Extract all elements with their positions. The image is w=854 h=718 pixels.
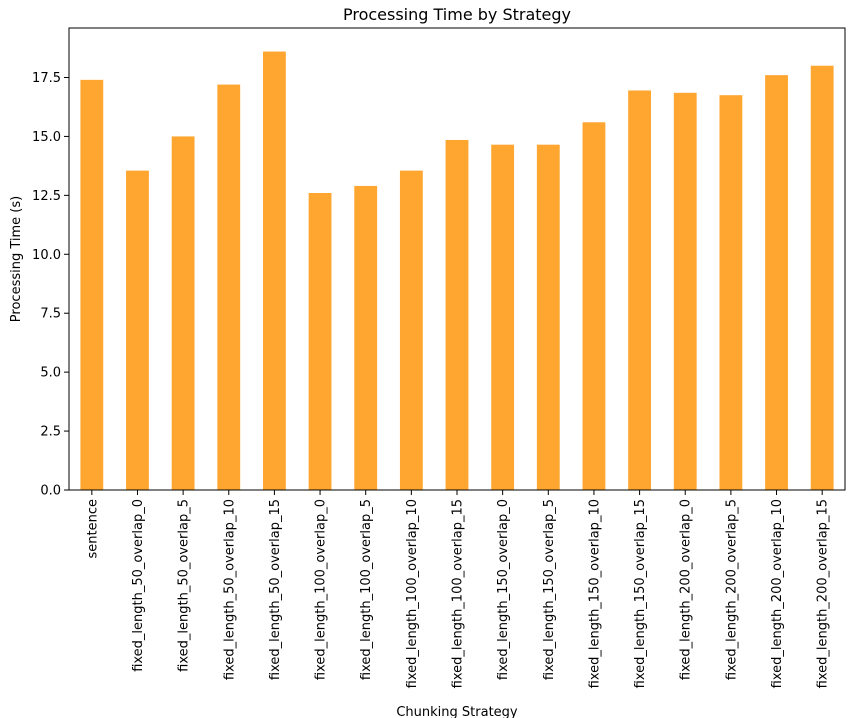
x-tick-label: fixed_length_200_overlap_0 <box>679 499 694 680</box>
chart-title: Processing Time by Strategy <box>343 5 571 24</box>
x-tick-label: fixed_length_100_overlap_5 <box>359 499 374 680</box>
bar-fixed_length_150_overlap_10 <box>582 122 606 491</box>
bar-fixed_length_50_overlap_15 <box>263 51 286 490</box>
bar-fixed_length_200_overlap_15 <box>810 65 834 490</box>
bar-fixed_length_100_overlap_5 <box>354 185 378 490</box>
x-tick-label: fixed_length_150_overlap_0 <box>496 499 511 680</box>
bar-fixed_length_150_overlap_15 <box>628 90 651 490</box>
x-tick-label: fixed_length_50_overlap_5 <box>177 499 192 672</box>
bar-sentence <box>80 79 104 490</box>
y-axis-label: Processing Time (s) <box>9 196 24 322</box>
y-tick-label: 17.5 <box>32 71 61 86</box>
x-tick-label: fixed_length_150_overlap_15 <box>633 499 648 688</box>
y-tick-label: 12.5 <box>32 189 61 204</box>
bar-fixed_length_150_overlap_5 <box>536 144 560 490</box>
y-tick-label: 10.0 <box>32 248 61 263</box>
x-tick-label: fixed_length_50_overlap_0 <box>131 499 146 672</box>
x-tick-label: fixed_length_150_overlap_5 <box>542 499 557 680</box>
bar-fixed_length_50_overlap_5 <box>171 136 195 490</box>
y-tick-label: 2.5 <box>40 425 61 440</box>
x-tick-label: fixed_length_50_overlap_15 <box>268 499 283 680</box>
bar-fixed_length_100_overlap_15 <box>445 139 469 490</box>
bar-fixed_length_50_overlap_10 <box>217 84 241 491</box>
x-tick-label: fixed_length_100_overlap_10 <box>405 499 420 688</box>
bar-fixed_length_200_overlap_10 <box>765 75 788 491</box>
x-tick-label: fixed_length_100_overlap_0 <box>314 499 329 680</box>
x-tick-label: sentence <box>85 499 100 559</box>
bars-group <box>80 51 834 491</box>
y-tick-label: 15.0 <box>32 130 61 145</box>
x-tick-label: fixed_length_50_overlap_10 <box>222 499 237 680</box>
bar-fixed_length_200_overlap_0 <box>673 92 697 491</box>
x-ticks-group: sentence fixed_length_50_overlap_0 fixed_l… <box>85 490 831 688</box>
bar-fixed_length_50_overlap_0 <box>126 170 149 490</box>
bar-fixed_length_200_overlap_5 <box>719 95 743 490</box>
bar-fixed_length_100_overlap_0 <box>308 193 332 490</box>
y-ticks-group: 0.0 2.5 5.0 7.5 10.0 12.5 15.0 17.5 <box>32 71 69 499</box>
x-tick-label: fixed_length_150_overlap_10 <box>587 499 602 688</box>
y-tick-label: 0.0 <box>40 484 61 499</box>
x-tick-label: fixed_length_200_overlap_10 <box>770 499 785 688</box>
y-tick-label: 7.5 <box>40 307 61 322</box>
x-tick-label: fixed_length_200_overlap_15 <box>816 499 831 688</box>
bar-fixed_length_150_overlap_0 <box>491 144 515 490</box>
x-tick-label: fixed_length_200_overlap_5 <box>724 499 739 680</box>
bar-fixed_length_100_overlap_10 <box>399 170 423 490</box>
x-tick-label: fixed_length_100_overlap_15 <box>451 499 466 688</box>
x-axis-label: Chunking Strategy <box>396 705 518 718</box>
y-tick-label: 5.0 <box>40 366 61 381</box>
